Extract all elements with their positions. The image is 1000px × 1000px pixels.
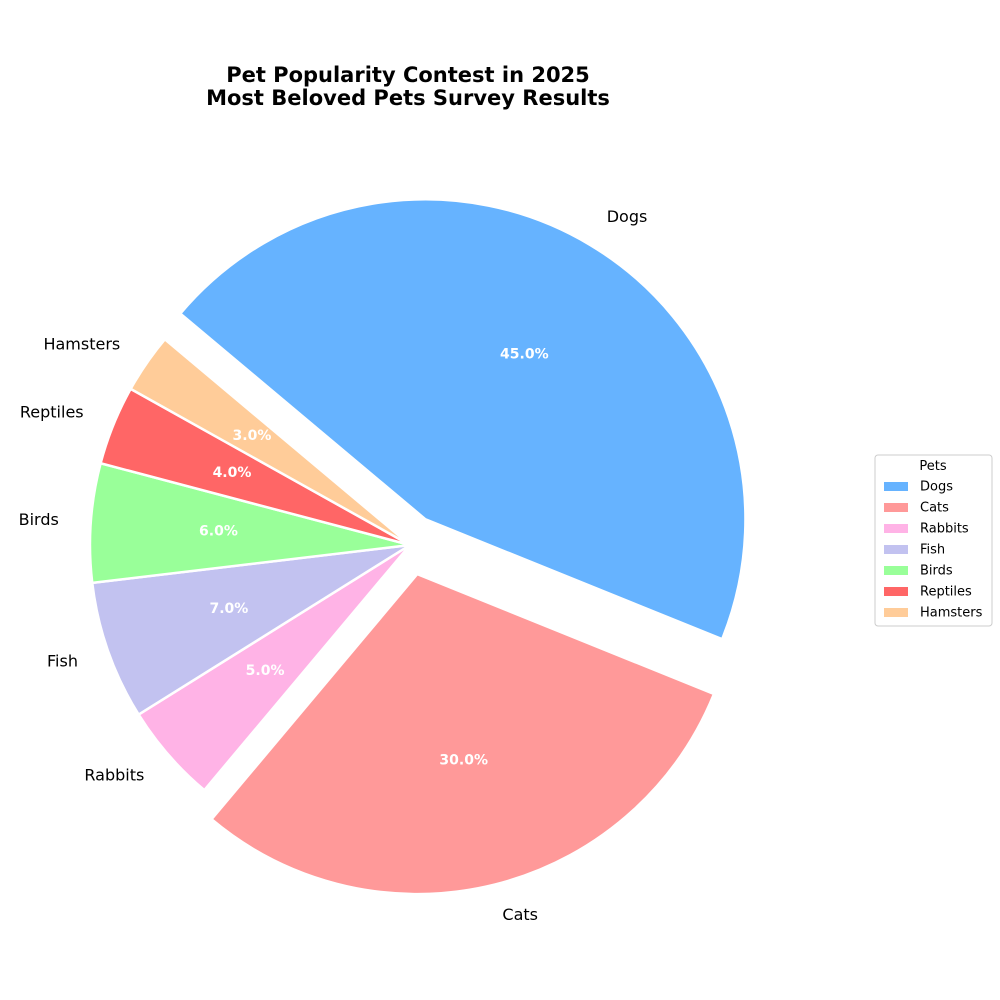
legend: Pets Dogs Cats Rabbits Fish Birds Reptiles Ham… xyxy=(874,454,993,627)
percent-label-rabbits: 5.0% xyxy=(246,663,285,679)
slice-label-fish: Fish xyxy=(47,651,78,670)
slice-cats xyxy=(210,572,716,896)
legend-label-cats: Cats xyxy=(920,501,949,516)
slice-fish xyxy=(91,543,412,716)
percent-label-reptiles: 4.0% xyxy=(213,465,252,481)
legend-swatch-fish xyxy=(884,545,908,554)
percent-label-birds: 6.0% xyxy=(199,524,238,540)
legend-label-dogs: Dogs xyxy=(920,480,953,495)
legend-title: Pets xyxy=(919,459,946,474)
slice-dogs xyxy=(179,198,747,641)
legend-label-birds: Birds xyxy=(920,564,953,579)
legend-swatch-birds xyxy=(884,566,908,575)
slice-hamsters xyxy=(129,338,412,547)
legend-box xyxy=(874,454,993,627)
slice-labels: Dogs Cats Rabbits Fish Birds Reptiles Hamsters xyxy=(19,207,648,924)
legend-label-fish: Fish xyxy=(920,543,945,558)
legend-swatch-hamsters xyxy=(884,608,908,617)
pie-slices xyxy=(88,198,747,896)
legend-swatch-reptiles xyxy=(884,587,908,596)
legend-entries: Dogs Cats Rabbits Fish Birds Reptiles Hamsters xyxy=(884,480,983,621)
legend-swatch-dogs xyxy=(884,482,908,491)
slice-label-cats: Cats xyxy=(502,905,538,924)
legend-label-hamsters: Hamsters xyxy=(920,606,983,621)
slice-label-reptiles: Reptiles xyxy=(20,403,84,422)
percent-labels: 45.0% 30.0% 5.0% 7.0% 6.0% 4.0% 3.0% xyxy=(199,347,549,769)
chart-title-line-2: Most Beloved Pets Survey Results xyxy=(206,86,610,110)
legend-label-rabbits: Rabbits xyxy=(920,522,969,537)
chart-title: Pet Popularity Contest in 2025 Most Belo… xyxy=(206,63,610,110)
slice-birds xyxy=(88,462,412,585)
slice-label-rabbits: Rabbits xyxy=(84,765,144,784)
chart-title-line-1: Pet Popularity Contest in 2025 xyxy=(226,63,590,87)
percent-label-hamsters: 3.0% xyxy=(233,428,272,444)
percent-label-cats: 30.0% xyxy=(439,752,488,768)
percent-label-fish: 7.0% xyxy=(209,601,248,617)
legend-swatch-cats xyxy=(884,503,908,512)
slice-label-hamsters: Hamsters xyxy=(43,335,120,354)
legend-label-reptiles: Reptiles xyxy=(920,585,972,600)
slice-label-dogs: Dogs xyxy=(607,207,648,226)
slice-label-birds: Birds xyxy=(19,510,59,529)
percent-label-dogs: 45.0% xyxy=(500,347,549,363)
legend-swatch-rabbits xyxy=(884,524,908,533)
